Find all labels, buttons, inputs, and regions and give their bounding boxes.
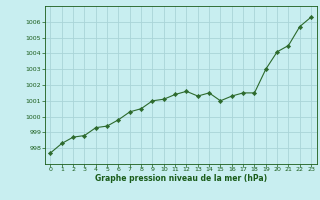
- X-axis label: Graphe pression niveau de la mer (hPa): Graphe pression niveau de la mer (hPa): [95, 174, 267, 183]
